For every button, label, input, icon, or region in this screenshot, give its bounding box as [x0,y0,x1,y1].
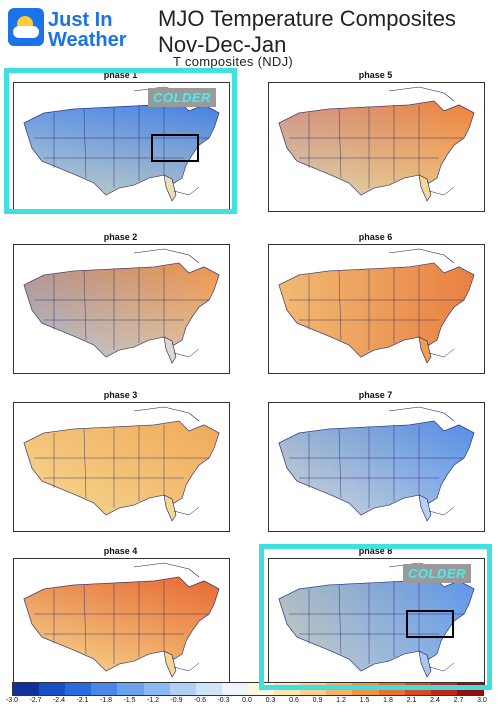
map-panel: phase 7 [263,390,488,535]
color-scale-tick-label: -0.3 [217,697,230,704]
panel-label: phase 2 [103,232,138,242]
panel-label: phase 7 [358,390,393,400]
temperature-map [268,244,485,374]
color-scale-cell [91,683,118,695]
color-scale-cell [143,683,170,695]
colder-badge: COLDER [403,564,471,583]
color-scale-cell [13,683,40,695]
map-panel: phase 2 [8,232,233,377]
panel-label: phase 4 [103,546,138,556]
color-scale-cell [169,683,196,695]
highlight-frame [259,544,492,690]
temperature-map [13,402,230,532]
temperature-map [268,402,485,532]
color-scale-cell [117,683,144,695]
weather-logo-icon [8,8,44,46]
panel-label: phase 1 [103,70,138,80]
panel-label: phase 5 [358,70,393,80]
color-scale-tick-label: -3.0 [5,697,19,704]
colder-badge: COLDER [148,88,216,107]
color-scale-tick-label: 0.9 [312,697,323,704]
color-scale-tick-label: -1.5 [123,697,136,704]
logo: Just In Weather [8,6,138,52]
color-scale-tick-label: -2.1 [76,697,89,704]
panel-label: phase 8 [358,546,393,556]
temperature-map [268,82,485,212]
map-panel: phase 5 [263,70,488,215]
color-scale-cell [39,683,66,695]
color-scale-tick-label: 2.1 [406,697,417,704]
northeast-box-marker [406,610,454,638]
color-scale-tick-label: 1.5 [359,697,370,704]
panel-label: phase 3 [103,390,138,400]
color-scale-tick-label: 0.6 [289,697,299,704]
northeast-box-marker [151,134,199,162]
color-scale-cell [221,683,248,695]
color-scale-tick-label: 2.7 [453,697,464,704]
color-scale-tick-label: -2.4 [52,697,66,704]
temperature-map [13,558,230,688]
map-panel: phase 3 [8,390,233,535]
map-panel: phase 4 [8,546,233,691]
color-scale-tick-label: 1.2 [336,697,346,704]
temperature-map [13,244,230,374]
color-scale-ticks: -3.0 -2.7 -2.4 -2.1 -1.8 -1.5 -1.2 -0.9 -0.6 -0.3… [2,697,497,709]
page-subtitle: T composites (NDJ) [173,54,294,69]
color-scale-tick-label: 0.0 [242,697,252,704]
temperature-map [268,558,485,688]
map-panel: phase 6 [263,232,488,377]
color-scale-tick-label: 3.0 [477,697,487,704]
page-title: MJO Temperature Composites [158,6,456,31]
color-scale-tick-label: -0.6 [193,697,207,704]
map-panel: phase 8 [263,546,488,691]
color-scale-tick-label: 1.8 [383,697,393,704]
page-title-period: Nov-Dec-Jan [158,32,287,57]
color-scale-tick-label: -0.9 [170,697,183,704]
color-scale-tick-label: 0.3 [265,697,276,704]
logo-text-line1: Just In [48,9,113,31]
highlight-frame [4,68,237,214]
panel-label: phase 6 [358,232,393,242]
color-scale-tick-label: -1.8 [99,697,113,704]
logo-text-line2: Weather [48,29,127,51]
color-scale-tick-label: 2.4 [430,697,440,704]
color-scale-cell [195,683,222,695]
color-scale-tick-label: -1.2 [146,697,160,704]
color-scale-cell [65,683,92,695]
color-scale-tick-label: -2.7 [29,697,42,704]
